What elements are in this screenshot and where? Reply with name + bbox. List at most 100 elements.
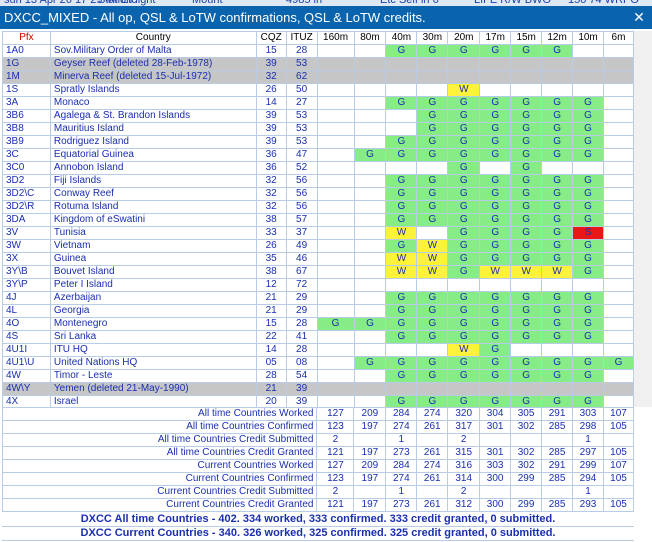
summary-value: 317 — [447, 420, 481, 434]
summary-value: 274 — [416, 459, 449, 473]
column-header-country[interactable]: Country — [49, 31, 257, 45]
column-header-band[interactable]: 20m — [447, 31, 481, 45]
band-status-cell — [603, 304, 634, 318]
band-status-cell: G — [510, 122, 543, 136]
table-row[interactable]: 1G Geyser Reef (deleted 28-Feb-1978) 39 53 — [2, 57, 634, 71]
table-row[interactable]: 3V Tunisia 33 37 W G G G G S — [2, 226, 634, 240]
summary-value: 284 — [385, 459, 418, 473]
band-status-cell: G — [353, 148, 387, 162]
table-row[interactable]: 3W Vietnam 26 49 G W G G G G G — [2, 239, 634, 253]
column-header-band[interactable]: 12m — [541, 31, 574, 45]
table-row[interactable]: 3D2 Fiji Islands 32 56 G G G G G G G — [2, 174, 634, 188]
table-row[interactable]: 3X Guinea 35 46 W W G G G G G — [2, 252, 634, 266]
column-header-band[interactable]: 6m — [603, 31, 634, 45]
ituz-cell: 57 — [285, 213, 318, 227]
table-row[interactable]: 4S Sri Lanka 22 41 G G G G G G G — [2, 330, 634, 344]
band-status-cell: G — [447, 369, 481, 383]
prefix-cell: 4O — [2, 317, 51, 331]
summary-label: Current Countries Confirmed — [1, 472, 318, 486]
band-status-cell: G — [447, 44, 481, 58]
column-header-ituz[interactable]: ITUZ — [285, 31, 318, 45]
cqz-cell: 21 — [255, 382, 287, 396]
ituz-cell: 56 — [285, 174, 318, 188]
band-status-cell — [603, 343, 634, 357]
column-header-band[interactable]: 80m — [353, 31, 387, 45]
summary-value — [479, 433, 512, 447]
summary-value: 123 — [316, 472, 355, 486]
table-row[interactable]: 1A0 Sov.Military Order of Malta 15 28 G G G G G G — [2, 44, 634, 58]
summary-value: 197 — [353, 498, 387, 512]
summary-value: 261 — [416, 472, 449, 486]
band-status-cell — [353, 330, 387, 344]
band-status-cell: G — [447, 135, 481, 149]
table-row[interactable]: 1M Minerva Reef (deleted 15-Jul-1972) 32 62 — [2, 70, 634, 84]
table-row[interactable]: 3D2\C Conway Reef 32 56 G G G G G G G — [2, 187, 634, 201]
band-status-cell: W — [416, 265, 449, 279]
country-cell: Montenegro — [49, 317, 257, 331]
band-status-cell: G — [479, 213, 512, 227]
prefix-cell: 1G — [2, 57, 51, 71]
band-status-cell: W — [447, 83, 481, 97]
vertical-scrollbar[interactable] — [634, 31, 652, 407]
band-status-cell — [353, 96, 387, 110]
column-header-band[interactable]: 160m — [316, 31, 355, 45]
band-status-cell: G — [541, 252, 574, 266]
table-row[interactable]: 4O Montenegro 15 28 G G G G G G G G G — [2, 317, 634, 331]
band-status-cell — [416, 382, 449, 396]
table-row[interactable]: 3Y\B Bouvet Island 38 67 W W G W W W G — [2, 265, 634, 279]
prefix-cell: 4L — [2, 304, 51, 318]
background-strip-text: 150 74 WRPO — [568, 0, 639, 6]
table-row[interactable]: 4U1I ITU HQ 14 28 W G — [2, 343, 634, 357]
table-row[interactable]: 4U1\U United Nations HQ 05 08 G G G G G G G G G — [2, 356, 634, 370]
summary-value: 301 — [479, 446, 512, 460]
table-row[interactable]: 4J Azerbaijan 21 29 G G G G G G G — [2, 291, 634, 305]
summary-value: 1 — [572, 433, 604, 447]
table-row[interactable]: 3D2\R Rotuma Island 32 56 G G G G G G G — [2, 200, 634, 214]
summary-value: 105 — [602, 472, 635, 486]
table-row[interactable]: 4X Israel 20 39 G G G G G G G — [2, 395, 634, 407]
table-row[interactable]: 4W Timor - Leste 28 54 G G G G G G G — [2, 369, 634, 383]
band-status-cell: G — [510, 174, 543, 188]
dxcc-grid[interactable]: Pfx Country CQZ ITUZ 160m 80m 40m 30m 20… — [2, 31, 634, 407]
table-row[interactable]: 3C0 Annobon Island 36 52 G G — [2, 161, 634, 175]
band-status-cell: G — [572, 304, 605, 318]
prefix-cell: 1M — [2, 70, 51, 84]
cqz-cell: 15 — [255, 317, 287, 331]
table-row[interactable]: 3Y\P Peter I Island 12 72 — [2, 278, 634, 292]
summary-label: All time Countries Credit Submitted — [1, 433, 318, 447]
column-header-cqz[interactable]: CQZ — [255, 31, 287, 45]
table-row[interactable]: 4L Georgia 21 29 G G G G G G G — [2, 304, 634, 318]
band-status-cell — [316, 382, 355, 396]
ituz-cell: 53 — [285, 135, 318, 149]
title-bar[interactable]: DXCC_MIXED - All op, QSL & LoTW confirma… — [0, 6, 652, 29]
band-status-cell: G — [416, 291, 449, 305]
summary-row: All time Countries Worked 127 209 284 274 320… — [1, 407, 635, 421]
table-row[interactable]: 1S Spratly Islands 26 50 W — [2, 83, 634, 97]
band-status-cell — [603, 96, 634, 110]
table-row[interactable]: 4W\Y Yemen (deleted 21-May-1990) 21 39 — [2, 382, 634, 396]
column-header-pfx[interactable]: Pfx — [2, 31, 51, 45]
table-row[interactable]: 3B6 Agalega & St. Brandon Islands 39 53 G G G G… — [2, 109, 634, 123]
column-header-band[interactable]: 17m — [479, 31, 512, 45]
column-header-band[interactable]: 40m — [385, 31, 418, 45]
table-row[interactable]: 3C Equatorial Guinea 36 47 G G G G G G G G — [2, 148, 634, 162]
column-header-band[interactable]: 30m — [416, 31, 449, 45]
cqz-cell: 22 — [255, 330, 287, 344]
close-icon[interactable]: ✕ — [633, 9, 645, 25]
band-status-cell — [603, 239, 634, 253]
summary-row: Current Countries Confirmed 123 197 274 261 3… — [1, 472, 635, 486]
column-header-band[interactable]: 10m — [572, 31, 605, 45]
band-status-cell — [479, 83, 512, 97]
band-status-cell: G — [572, 265, 605, 279]
table-row[interactable]: 3B8 Mauritius Island 39 53 G G G G G G — [2, 122, 634, 136]
band-status-cell: G — [510, 200, 543, 214]
table-row[interactable]: 3A Monaco 14 27 G G G G G G G — [2, 96, 634, 110]
band-status-cell: G — [479, 148, 512, 162]
table-row[interactable]: 3B9 Rodriguez Island 39 53 G G G G G G G — [2, 135, 634, 149]
cqz-cell: 38 — [255, 213, 287, 227]
table-row[interactable]: 3DA Kingdom of eSwatini 38 57 G G G G G G G — [2, 213, 634, 227]
column-header-band[interactable]: 15m — [510, 31, 543, 45]
ituz-cell: 28 — [285, 317, 318, 331]
band-status-cell — [385, 382, 418, 396]
band-status-cell: G — [447, 109, 481, 123]
